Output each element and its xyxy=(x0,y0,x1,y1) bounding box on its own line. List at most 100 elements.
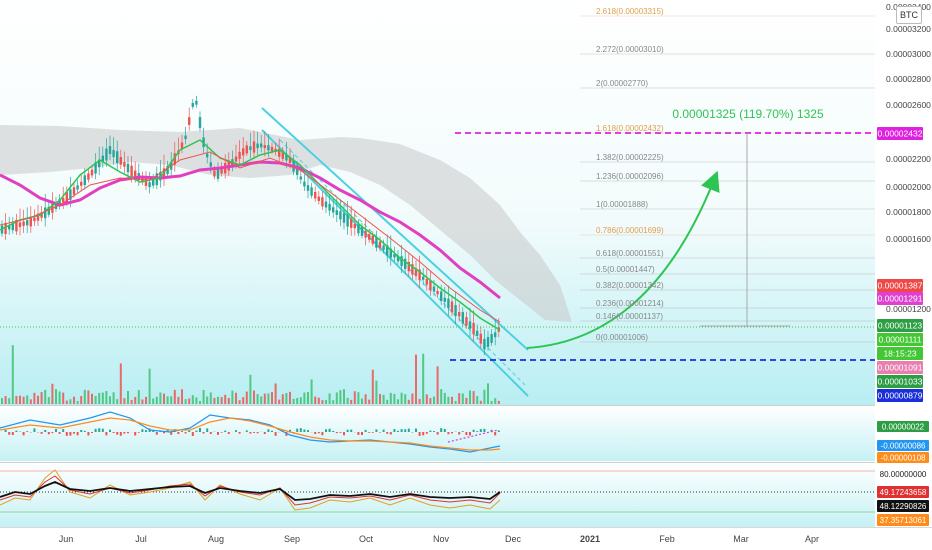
volume-bar xyxy=(105,391,108,404)
volume-bar xyxy=(231,390,234,404)
candle-body xyxy=(252,141,256,153)
volume-bar xyxy=(94,395,97,404)
candle-body xyxy=(119,156,122,165)
rsi-tag-label: 48.12290826 xyxy=(880,502,927,511)
price-tag xyxy=(877,127,923,140)
macd-hist-bar xyxy=(22,432,25,436)
currency-badge[interactable]: BTC xyxy=(896,6,922,24)
volume-bar xyxy=(98,392,101,404)
rsi-pane-bg xyxy=(0,463,875,527)
fib-level-label: 0.618(0.00001551) xyxy=(596,249,664,258)
volume-bar xyxy=(451,396,453,404)
volume-bar xyxy=(386,399,389,404)
macd-hist-bar xyxy=(443,428,446,432)
candle-body xyxy=(148,182,151,188)
time-axis-label: Nov xyxy=(433,534,450,544)
volume-bar xyxy=(465,397,468,404)
volume-bar xyxy=(368,399,371,404)
candle-body xyxy=(18,222,22,227)
candle-body xyxy=(33,217,36,222)
volume-bar xyxy=(37,395,39,404)
macd-hist-bar xyxy=(58,432,61,434)
macd-hist-bar xyxy=(425,432,428,434)
volume-bar xyxy=(19,395,21,404)
volume-bar xyxy=(62,392,65,404)
rsi-line-red xyxy=(0,475,501,506)
price-tag xyxy=(877,347,923,360)
macd-hist-bar xyxy=(62,429,65,432)
candle-body xyxy=(166,165,169,175)
candle-body xyxy=(108,146,112,154)
time-axis-label: Feb xyxy=(659,534,675,544)
volume-bar xyxy=(494,398,497,404)
time-axis-label: Aug xyxy=(208,534,224,544)
candle-body xyxy=(76,185,79,190)
rsi-tag xyxy=(877,500,929,512)
macd-hist-bar xyxy=(51,432,54,434)
candle-body xyxy=(123,162,126,167)
candle-body xyxy=(98,159,101,168)
volume-bar xyxy=(375,380,378,404)
price-tag-label: 18:15:23 xyxy=(883,349,916,359)
price-tags: 0.00002432 0.00001387 0.00001291 0.00001123… xyxy=(877,127,923,402)
macd-hist-bar xyxy=(379,432,381,433)
volume-bar xyxy=(91,393,93,404)
time-axis[interactable]: Jun Jul Aug Sep Oct Nov Dec 2021 Feb Mar Apr xyxy=(59,534,819,544)
volume-bar xyxy=(119,363,122,404)
macd-hist-bar xyxy=(8,432,11,435)
candle-body xyxy=(112,150,115,158)
macd-hist-bar xyxy=(339,432,342,433)
price-tick-label: 0.00002200 xyxy=(886,154,931,164)
macd-hist-bar xyxy=(404,429,407,432)
macd-hist-bar xyxy=(253,432,255,433)
volume-bar xyxy=(281,394,284,404)
macd-hist-bar xyxy=(382,429,385,432)
volume-bar xyxy=(476,395,479,404)
rsi-line-black xyxy=(0,481,501,501)
macd-hist-bar xyxy=(267,429,270,432)
candle-body xyxy=(461,312,464,324)
macd-hist-bar xyxy=(364,429,367,432)
volume-bar xyxy=(497,400,500,404)
fib-level-label: 2(0.00002770) xyxy=(596,79,648,88)
candle-body xyxy=(152,178,155,186)
candle-body xyxy=(353,224,356,229)
candle-body xyxy=(270,146,274,152)
candle-body xyxy=(101,155,104,163)
candle-body xyxy=(447,298,450,309)
volume-bar xyxy=(163,393,165,404)
macd-hist-bar xyxy=(440,428,443,432)
volume-bar xyxy=(343,389,345,404)
candle-body xyxy=(465,317,468,326)
macd-hist-bar xyxy=(418,432,421,436)
price-scale-bg[interactable] xyxy=(875,0,932,527)
macd-hist-bar xyxy=(69,432,72,436)
price-tag-label: 0.00001111 xyxy=(878,335,921,345)
price-tag-label: 0.00001123 xyxy=(878,321,923,331)
macd-hist-bar xyxy=(307,430,309,432)
volume-bar xyxy=(184,399,187,404)
candle-body xyxy=(188,117,191,125)
volume-bar xyxy=(227,397,230,404)
macd-hist-bar xyxy=(389,432,392,435)
macd-hist-bar xyxy=(249,432,252,434)
volume-bar xyxy=(155,396,158,404)
rsi-tag-label: 80.00000000 xyxy=(880,470,927,479)
macd-hist-bar xyxy=(73,432,75,434)
price-tag-label: 0.00000879 xyxy=(878,391,923,401)
volume-bar xyxy=(425,394,428,404)
macd-hist-bar xyxy=(145,430,147,432)
ichimoku-cloud xyxy=(0,125,572,322)
volume-bar xyxy=(22,396,25,404)
candle-body xyxy=(386,245,389,256)
volume-bar xyxy=(350,399,353,404)
macd-hist-bar xyxy=(303,429,306,432)
macd-signal-line xyxy=(0,417,501,451)
macd-hist-bar xyxy=(357,432,360,435)
volume-bar xyxy=(76,400,79,404)
volume-bar xyxy=(296,398,299,404)
volume-bar xyxy=(245,391,248,404)
macd-hist-bar xyxy=(397,430,399,432)
candle-body xyxy=(486,337,490,347)
